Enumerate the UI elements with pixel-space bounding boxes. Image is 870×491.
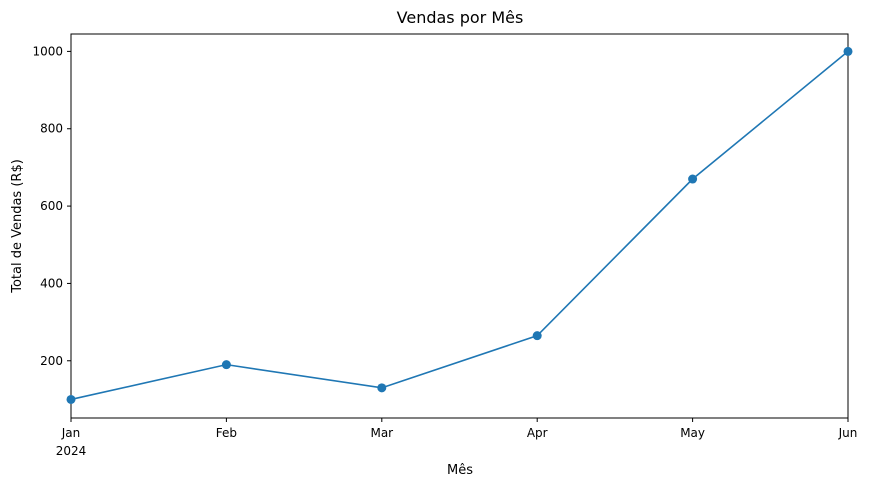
x-tick-label: Apr <box>527 426 548 440</box>
x-axis: Jan Feb Mar Apr May Jun 2024 <box>56 418 858 458</box>
data-point <box>532 331 542 341</box>
data-point <box>377 383 387 393</box>
plot-frame <box>70 33 849 419</box>
y-tick-label: 600 <box>40 199 63 213</box>
plot-area <box>70 33 849 419</box>
y-tick-label: 800 <box>40 122 63 136</box>
x-tick-label: Mar <box>370 426 393 440</box>
x-tick-year-label: 2024 <box>56 444 87 458</box>
x-tick-label: May <box>680 426 705 440</box>
series-line <box>70 50 849 401</box>
data-point <box>66 394 76 404</box>
data-point <box>688 174 698 184</box>
chart-title: Vendas por Mês <box>397 8 524 27</box>
data-point <box>221 360 231 370</box>
x-tick-label: Jun <box>838 426 858 440</box>
x-tick-label: Jan <box>61 426 81 440</box>
x-axis-label: Mês <box>447 463 473 478</box>
y-tick-label: 400 <box>40 276 63 290</box>
y-axis: 200 400 600 800 1000 <box>32 44 71 368</box>
x-tick-label: Feb <box>216 426 237 440</box>
y-tick-label: 200 <box>40 354 63 368</box>
series-layer <box>66 46 853 404</box>
y-tick-label: 1000 <box>32 44 63 58</box>
data-point <box>843 46 853 56</box>
y-axis-label: Total de Vendas (R$) <box>10 159 25 294</box>
